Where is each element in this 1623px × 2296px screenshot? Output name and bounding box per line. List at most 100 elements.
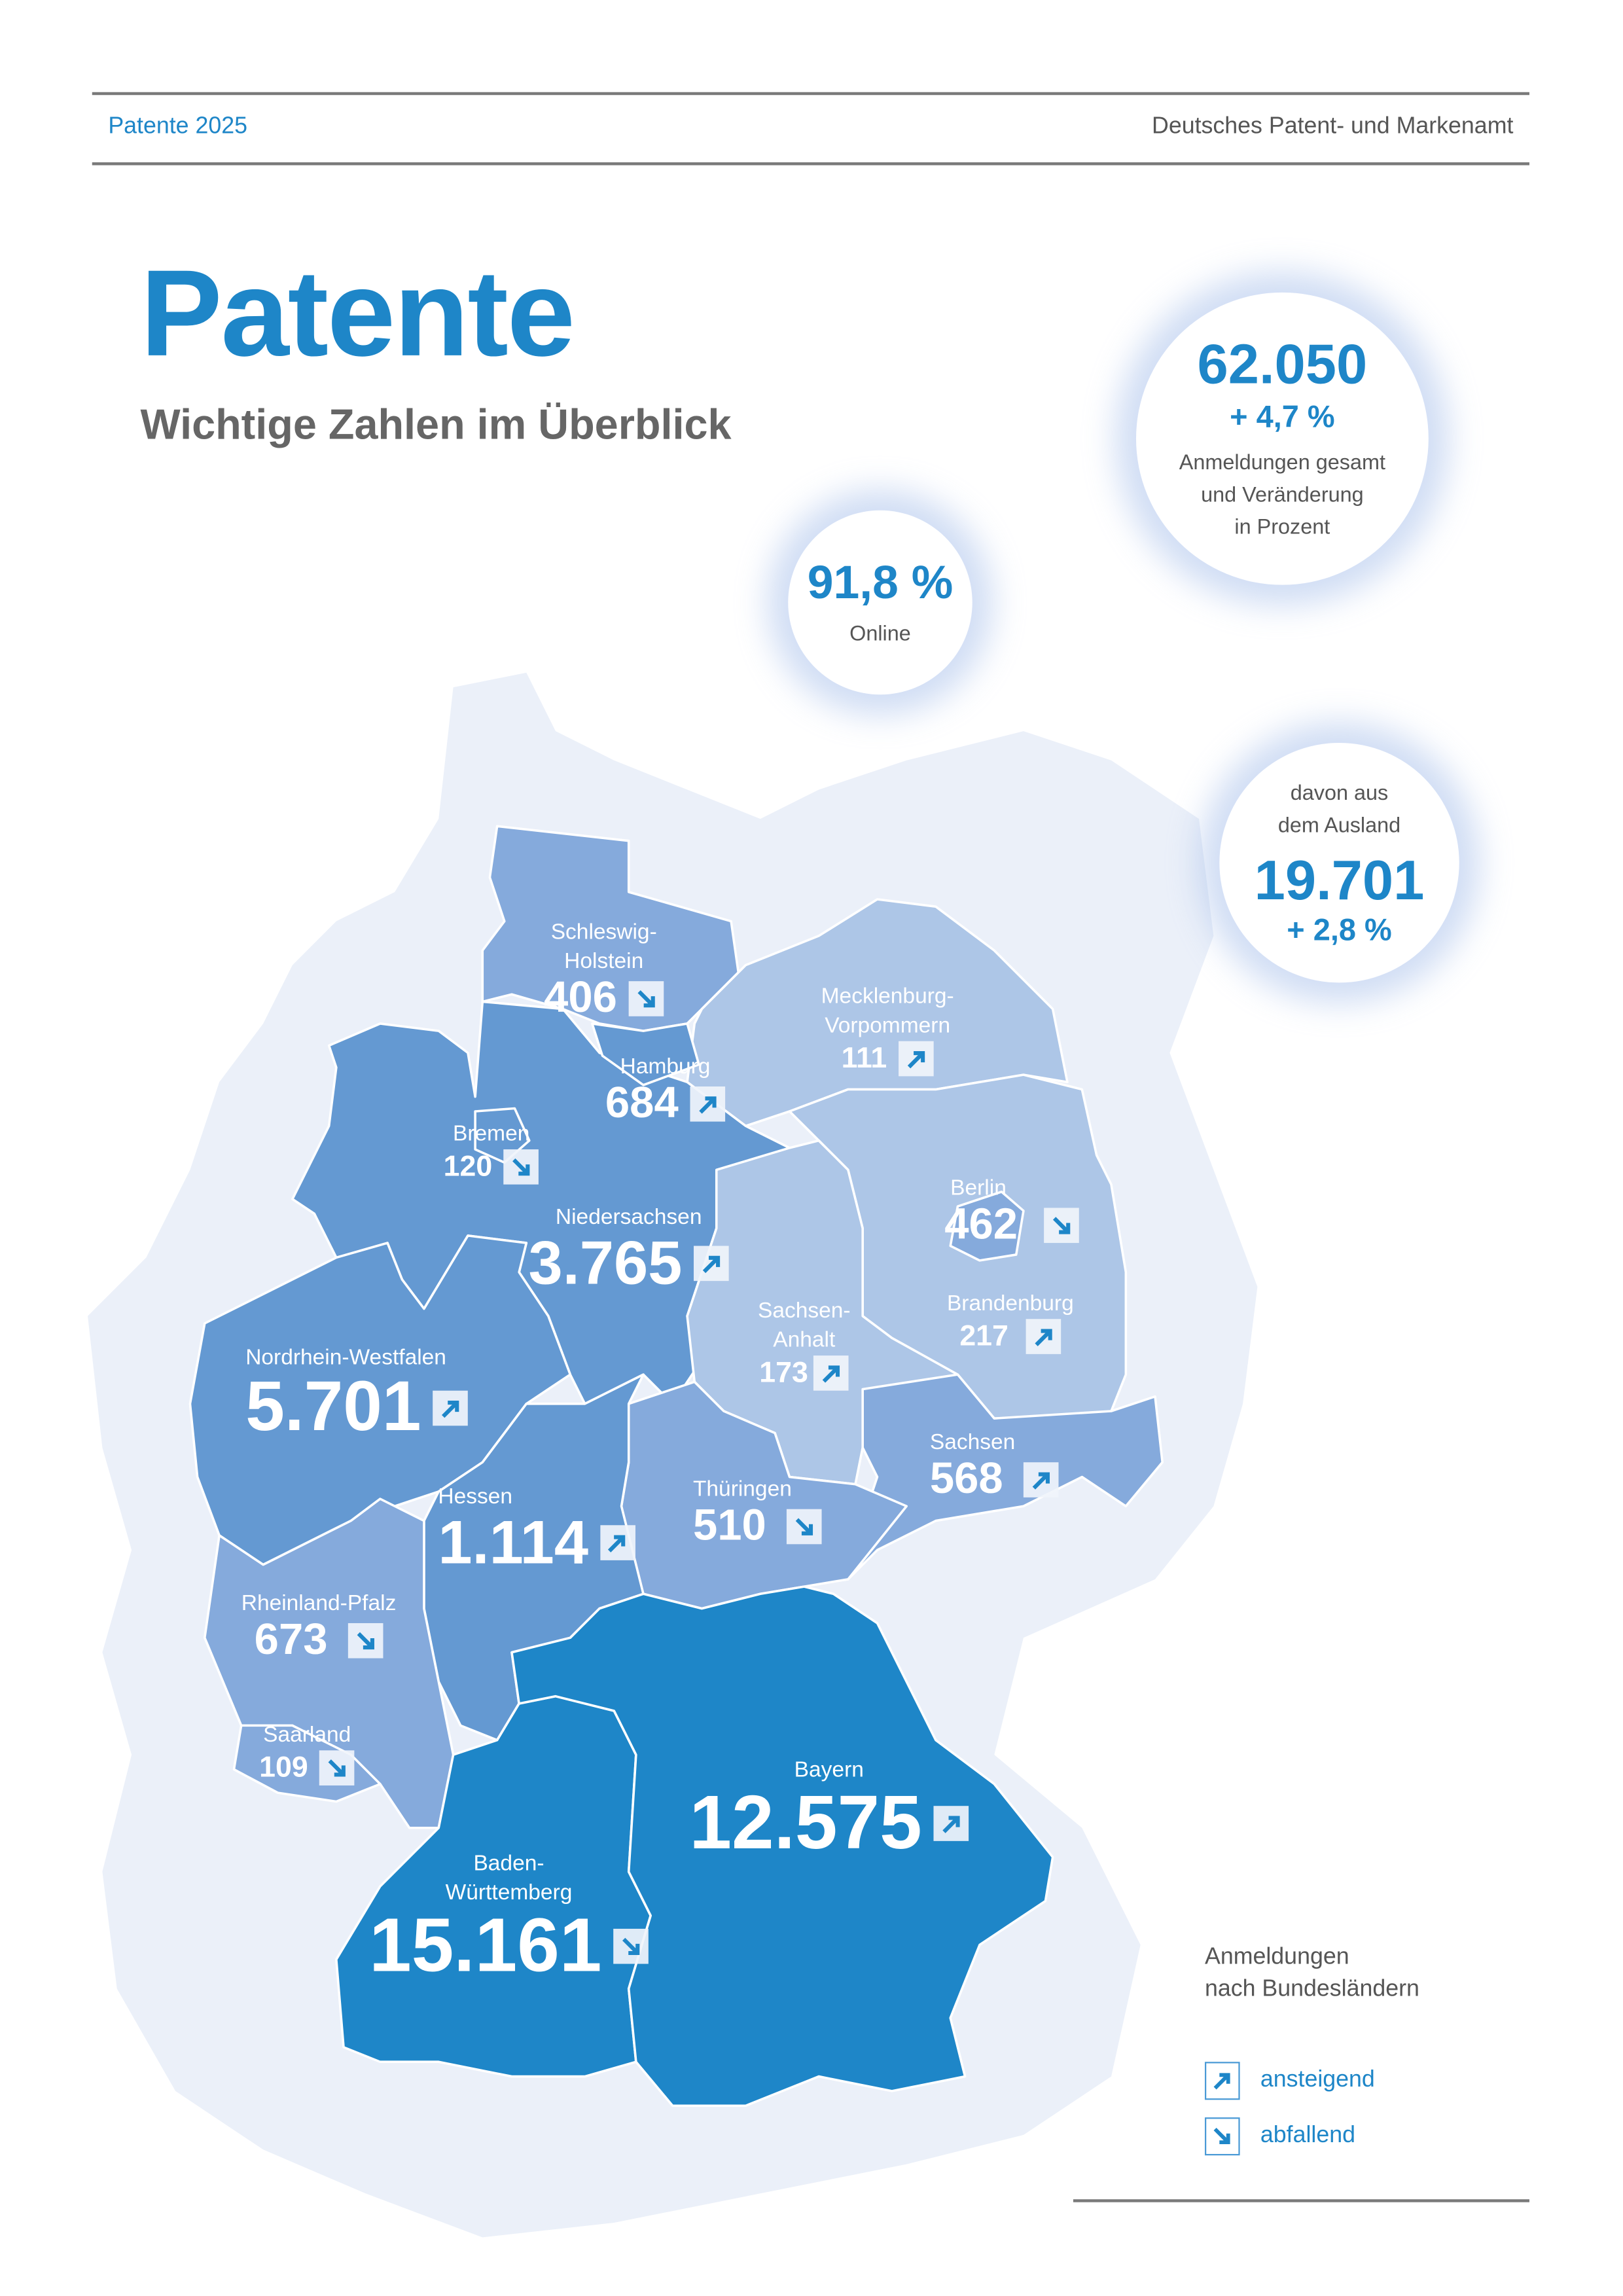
- state-value: 1.114: [438, 1507, 589, 1577]
- state-value: 406: [544, 973, 617, 1022]
- arrow-down-icon: [628, 981, 664, 1016]
- state-name: Bayern: [794, 1757, 864, 1783]
- foreign-label-line: dem Ausland: [1277, 814, 1401, 838]
- state-name: Sachsen-: [758, 1298, 851, 1323]
- state-value: 173: [759, 1357, 808, 1390]
- state-name: Schleswig-: [550, 920, 657, 945]
- state-value: 12.575: [689, 1781, 922, 1866]
- state-name: Hamburg: [620, 1054, 711, 1079]
- label-sachsen: Sachsen 568: [930, 1429, 1059, 1502]
- state-name: Saarland: [263, 1722, 351, 1748]
- label-baden-wuerttemberg: Baden- Württemberg 15.161: [369, 1850, 649, 1984]
- arrow-down-icon: [787, 1509, 822, 1545]
- total-change: + 4,7 %: [1230, 400, 1335, 434]
- arrow-up-icon: [1024, 1462, 1059, 1498]
- online-label: Online: [849, 622, 911, 646]
- label-nordrhein-westfalen: Nordrhein-Westfalen 5.701: [245, 1344, 469, 1446]
- label-sachsen-anhalt: Sachsen- Anhalt 173: [758, 1297, 851, 1391]
- state-name: Brandenburg: [946, 1291, 1074, 1316]
- state-name: Thüringen: [692, 1477, 792, 1502]
- foreign-change: + 2,8 %: [1287, 913, 1392, 947]
- state-hamburg: [591, 1022, 700, 1086]
- arrow-down-icon: [613, 1928, 649, 1964]
- state-name: Niedersachsen: [555, 1204, 702, 1230]
- state-name: Baden-: [473, 1851, 544, 1876]
- legend-title-line: nach Bundesländern: [1204, 1977, 1419, 2002]
- arrow-down-icon: [348, 1623, 383, 1659]
- state-name: Rheinland-Pfalz: [241, 1590, 397, 1616]
- label-rheinland-pfalz: Rheinland-Pfalz 673: [241, 1590, 397, 1663]
- state-value: 217: [959, 1320, 1008, 1353]
- arrow-up-icon: [433, 1390, 469, 1426]
- state-bayern: [510, 1585, 1054, 2108]
- state-value: 462: [944, 1200, 1018, 1249]
- foreign-value: 19.701: [1254, 850, 1425, 912]
- arrow-up-icon: [690, 1086, 726, 1122]
- state-name: Nordrhein-Westfalen: [245, 1345, 446, 1371]
- arrow-down-icon: [1204, 2117, 1240, 2156]
- arrow-up-icon: [599, 1525, 635, 1560]
- label-niedersachsen: Niedersachsen 3.765: [529, 1204, 729, 1295]
- label-hessen: Hessen 1.114: [438, 1482, 635, 1573]
- arrow-up-icon: [694, 1246, 729, 1282]
- arrow-down-icon: [1044, 1208, 1079, 1244]
- state-name: Vorpommern: [825, 1013, 951, 1039]
- state-value: 120: [443, 1151, 493, 1183]
- arrow-down-icon: [319, 1750, 355, 1785]
- arrow-up-icon: [933, 1806, 969, 1841]
- state-value: 3.765: [528, 1228, 683, 1297]
- label-bayern: Bayern 12.575: [689, 1756, 969, 1861]
- label-hamburg: Hamburg 684: [605, 1053, 726, 1128]
- label-brandenburg: Brandenburg 217: [947, 1290, 1074, 1354]
- label-berlin: Berlin 462: [944, 1174, 1079, 1247]
- state-name: Sachsen: [929, 1430, 1016, 1456]
- label-saarland: Saarland 109: [259, 1721, 355, 1785]
- header-bottom-rule: [92, 162, 1529, 166]
- state-berlin: [949, 1191, 1025, 1262]
- foreign-label-line: davon aus: [1290, 781, 1389, 805]
- state-name: Holstein: [564, 948, 644, 974]
- state-value: 5.701: [245, 1369, 421, 1446]
- page-subtitle: Wichtige Zahlen im Überblick: [140, 402, 732, 449]
- total-label-line: und Veränderung: [1201, 483, 1364, 507]
- state-value: 673: [254, 1615, 328, 1664]
- header-top-rule: [92, 92, 1529, 96]
- legend-title: Anmeldungen nach Bundesländern: [1205, 1942, 1419, 2006]
- label-bremen: Bremen 120: [443, 1120, 539, 1185]
- foreign-bubble: davon aus dem Ausland 19.701 + 2,8 %: [1219, 742, 1459, 983]
- total-applications-bubble: 62.050 + 4,7 % Anmeldungen gesamt und Ve…: [1135, 292, 1429, 585]
- header-publisher: Deutsches Patent- und Markenamt: [1152, 114, 1514, 139]
- arrow-up-icon: [899, 1041, 934, 1077]
- label-schleswig-holstein: Schleswig- Holstein 406: [544, 918, 664, 1020]
- legend-title-line: Anmeldungen: [1204, 1945, 1349, 1970]
- page-title: Patente: [140, 244, 575, 382]
- legend-label: abfallend: [1260, 2123, 1355, 2149]
- state-value: 109: [259, 1751, 308, 1784]
- header-publication: Patente 2025: [108, 114, 248, 139]
- online-value: 91,8 %: [807, 554, 954, 608]
- state-value: 111: [841, 1042, 887, 1075]
- label-thueringen: Thüringen 510: [693, 1475, 822, 1549]
- state-value: 568: [929, 1455, 1003, 1503]
- arrow-up-icon: [813, 1355, 849, 1391]
- label-mecklenburg-vorpommern: Mecklenburg- Vorpommern 111: [821, 982, 954, 1077]
- arrow-up-icon: [1026, 1319, 1061, 1354]
- online-bubble: 91,8 % Online: [788, 510, 972, 695]
- state-value: 684: [605, 1079, 679, 1128]
- state-value: 510: [692, 1501, 766, 1551]
- state-name: Anhalt: [773, 1327, 836, 1353]
- arrow-down-icon: [504, 1149, 539, 1185]
- legend-label: ansteigend: [1260, 2068, 1375, 2093]
- state-name: Bremen: [453, 1121, 530, 1147]
- footer-rule: [1073, 2199, 1529, 2202]
- legend-item-up: ansteigend: [1204, 2062, 1375, 2100]
- state-name: Hessen: [438, 1484, 512, 1509]
- total-value: 62.050: [1197, 334, 1368, 396]
- state-name: Berlin: [950, 1175, 1007, 1201]
- arrow-up-icon: [1204, 2062, 1240, 2100]
- legend-item-down: abfallend: [1204, 2117, 1355, 2156]
- total-label-line: Anmeldungen gesamt: [1179, 451, 1385, 475]
- total-label-line: in Prozent: [1234, 515, 1330, 539]
- state-name: Württemberg: [445, 1880, 573, 1906]
